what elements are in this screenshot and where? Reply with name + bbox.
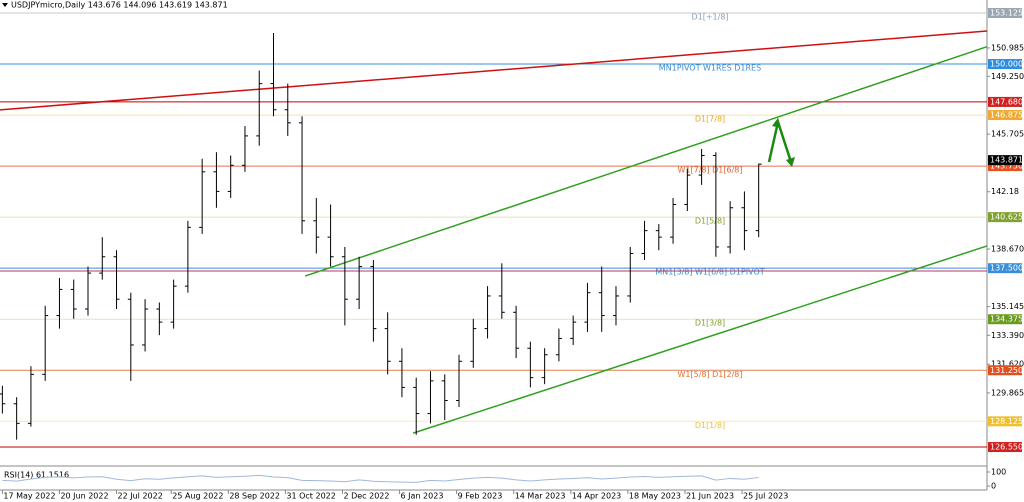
x-tick-label: 14 Mar 2023 (515, 492, 566, 501)
level-label: D1[7/8] (695, 115, 725, 124)
level-label: D1[+1/8] (691, 12, 728, 21)
price-box (988, 263, 1022, 274)
x-tick-label: 28 Sep 2022 (229, 492, 280, 501)
y-tick-label: 135.145 (991, 302, 1024, 311)
y-tick-label: 133.390 (991, 331, 1024, 340)
chart-title: USDJPYmicro,Daily 143.676 144.096 143.61… (11, 1, 228, 10)
y-tick-label: 142.18 (991, 187, 1019, 196)
rsi-label: RSI(14) 61.1516 (4, 471, 69, 480)
price-box (988, 442, 1022, 453)
x-tick-label: 6 Jan 2023 (401, 492, 444, 501)
level-label: MN1PIVOT W1RES D1RES (659, 64, 761, 73)
price-box (988, 314, 1022, 325)
price-box (988, 416, 1022, 427)
price-box-label: 128.125 (990, 417, 1023, 426)
price-box (988, 59, 1022, 70)
y-tick-label: 150.985 (991, 43, 1024, 52)
price-box-label: 126.550 (990, 443, 1023, 452)
x-tick-label: 17 May 2022 (3, 492, 55, 501)
x-tick-label: 9 Feb 2023 (458, 492, 503, 501)
price-box-label: 153.125 (990, 8, 1023, 17)
current-price-box (988, 155, 1022, 166)
x-tick-label: 18 May 2023 (629, 492, 681, 501)
rsi-line (2, 474, 759, 483)
y-tick-label: 131.620 (991, 360, 1024, 369)
price-box-label: 134.375 (990, 315, 1023, 324)
x-tick-label: 2 Dec 2022 (343, 492, 389, 501)
trend-line (0, 30, 988, 111)
y-tick-label: 145.705 (991, 130, 1024, 139)
price-box-label: 143.750 (990, 162, 1023, 171)
level-label: D1[5/8] (695, 217, 725, 226)
price-box (988, 365, 1022, 376)
price-box (988, 110, 1022, 121)
price-box (988, 7, 1022, 18)
x-tick-label: 31 Oct 2022 (286, 492, 335, 501)
arrow-annotation (767, 117, 795, 167)
price-box (988, 161, 1022, 172)
level-label: D1[1/8] (695, 421, 725, 430)
x-tick-label: 14 Apr 2023 (572, 492, 621, 501)
x-tick-label: 21 Jun 2023 (686, 492, 734, 501)
price-box (988, 212, 1022, 223)
price-box-label: 140.625 (990, 213, 1023, 222)
level-label: MN1[3/8] W1[6/8] D1PIVOT (655, 268, 764, 277)
level-label: D1[3/8] (695, 319, 725, 328)
x-tick-label: 25 Jul 2023 (743, 492, 788, 501)
rsi-tick-label: 0 (991, 482, 996, 491)
price-box-label: 137.500 (990, 264, 1023, 273)
y-tick-label: 138.670 (991, 245, 1024, 254)
price-box-label: 146.875 (990, 111, 1023, 120)
trend-line (304, 45, 988, 277)
x-tick-label: 25 Aug 2022 (172, 492, 223, 501)
arrow-head (786, 157, 795, 167)
price-box-label: 150.000 (990, 60, 1023, 69)
y-tick-label: 149.250 (991, 72, 1024, 81)
rsi-tick-label: 100 (991, 468, 1006, 477)
arrow-head (772, 118, 781, 128)
price-box (988, 96, 1022, 107)
price-box-label: 147.680 (990, 97, 1023, 106)
x-tick-label: 22 Jul 2022 (118, 492, 163, 501)
price-box-label: 131.250 (990, 366, 1023, 375)
current-price-label: 143.871 (990, 156, 1023, 165)
level-label: W1[5/8] D1[2/8] (677, 370, 742, 379)
x-tick-label: 20 Jun 2022 (60, 492, 108, 501)
trend-line (412, 245, 988, 434)
y-tick-label: 129.865 (991, 388, 1024, 397)
menu-triangle (2, 3, 8, 7)
level-label: W1[7/8] D1[6/8] (677, 166, 742, 175)
